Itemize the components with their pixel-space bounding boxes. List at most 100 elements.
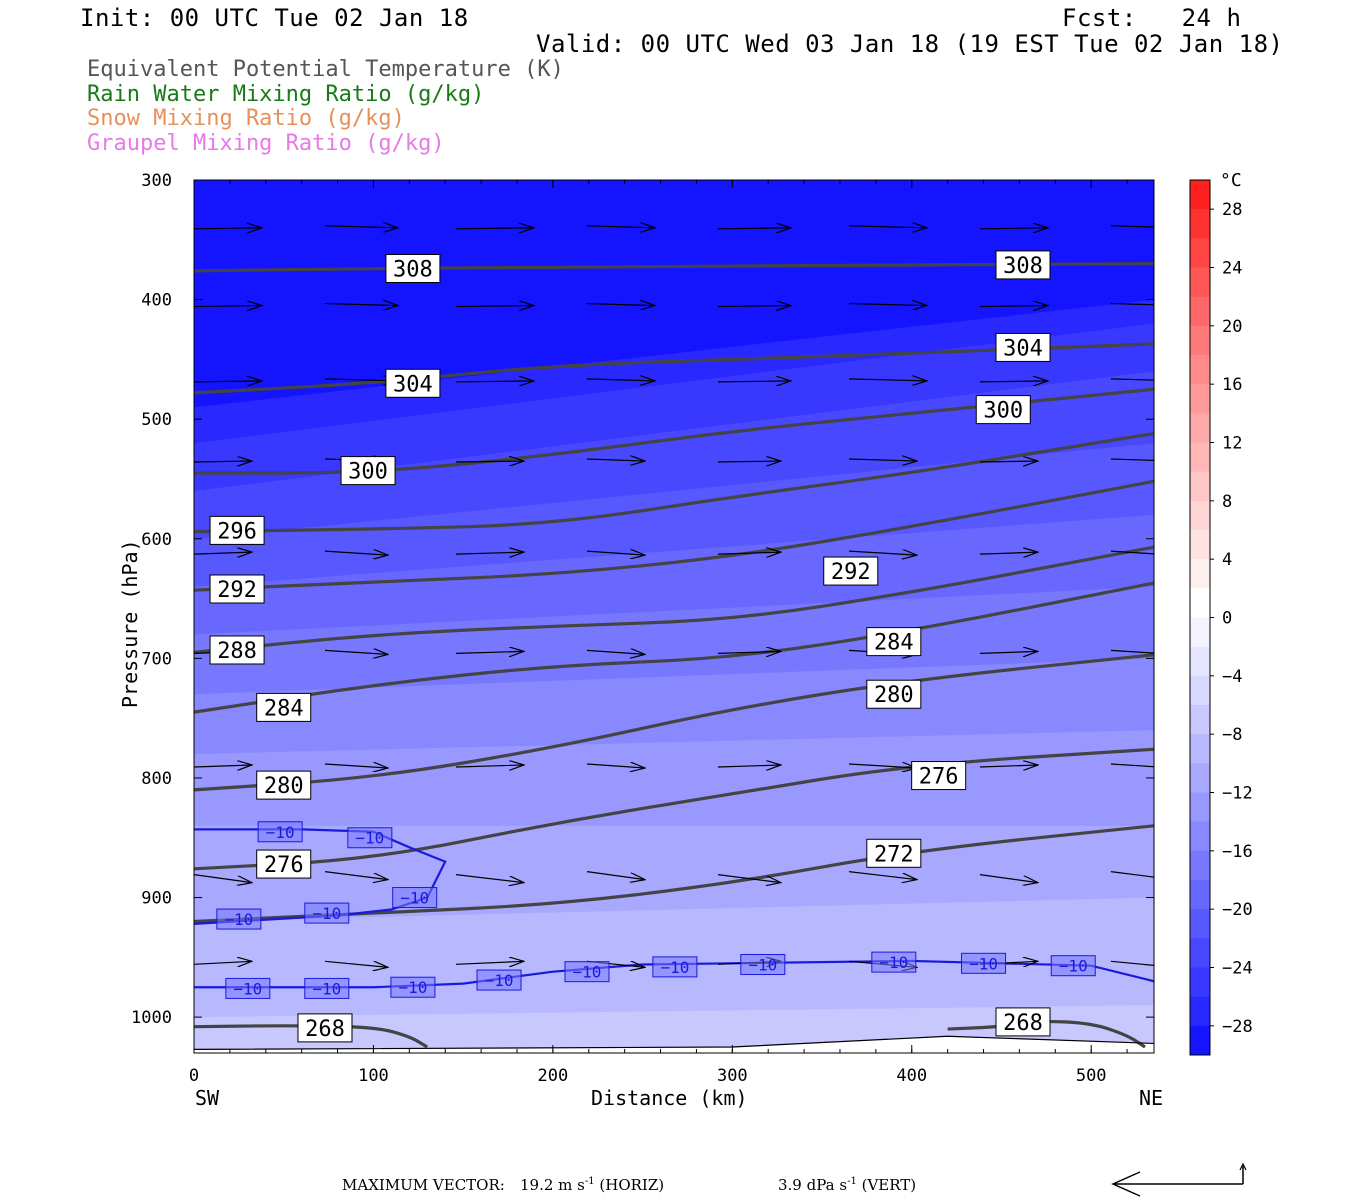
legend-graupel: Graupel Mixing Ratio (g/kg) xyxy=(87,131,445,156)
x-tick-label: 200 xyxy=(538,1066,569,1086)
wind-vector xyxy=(1110,302,1154,306)
wind-vector xyxy=(586,871,645,880)
theta-e-line xyxy=(194,431,1154,534)
x-tick-label: 0 xyxy=(189,1066,199,1086)
wind-vector xyxy=(455,228,534,229)
theta-e-label: 272 xyxy=(874,842,914,867)
wind-vector xyxy=(979,552,1038,554)
isotherm-label-box xyxy=(304,902,350,924)
wind-vector xyxy=(717,306,791,307)
theta-e-label-box xyxy=(866,679,922,709)
wind-vector xyxy=(586,226,655,228)
wind-vector xyxy=(1110,960,1154,967)
theta-e-label-box xyxy=(995,250,1051,280)
wind-vector xyxy=(717,874,781,883)
wind-vector xyxy=(324,960,388,967)
colorbar-tick-label: 24 xyxy=(1222,259,1242,279)
theta-e-label: 276 xyxy=(264,853,304,878)
colorbar-tick-label: −12 xyxy=(1222,784,1253,804)
colorbar-tick-label: 16 xyxy=(1222,375,1242,395)
isotherm-label: −10 xyxy=(312,979,341,998)
x-tick-label: 400 xyxy=(896,1066,927,1086)
valid-time: Valid: 00 UTC Wed 03 Jan 18 (19 EST Tue … xyxy=(536,30,1284,58)
theta-e-label-box xyxy=(975,395,1031,425)
theta-e-label-box xyxy=(340,456,396,486)
surface-line xyxy=(194,1035,1154,1051)
colorbar-band xyxy=(1190,996,1210,1027)
wind-vector xyxy=(586,304,655,306)
wind-vector xyxy=(455,461,524,462)
wind-vector xyxy=(979,874,1038,883)
theta-e-label: 292 xyxy=(217,578,257,603)
colorbar-band xyxy=(1190,267,1210,298)
isotherm-label: −10 xyxy=(660,958,689,977)
theta-e-label-box xyxy=(209,635,265,665)
theta-e-label: 300 xyxy=(983,399,1023,424)
colorbar-band xyxy=(1190,238,1210,268)
wind-vector xyxy=(324,226,398,228)
wind-vector xyxy=(717,651,781,653)
theta-e-line xyxy=(194,1024,429,1049)
theta-e-label: 308 xyxy=(1003,254,1043,279)
theta-e-label-box xyxy=(823,556,879,586)
isotherm-label-box xyxy=(257,821,303,843)
theta-e-label-box xyxy=(209,515,265,545)
y-tick-label: 400 xyxy=(141,291,172,311)
theta-e-label: 304 xyxy=(393,372,433,397)
colorbar-band xyxy=(1190,559,1210,589)
wind-vector xyxy=(324,650,388,654)
x-axis-title: Distance (km) xyxy=(591,1086,748,1110)
colorbar-tick-label: 20 xyxy=(1222,317,1242,337)
wind-vector xyxy=(979,306,1048,307)
wind-vector xyxy=(194,765,252,767)
colorbar-band xyxy=(1190,442,1210,473)
theta-e-label-box xyxy=(256,692,312,722)
legend-rain: Rain Water Mixing Ratio (g/kg) xyxy=(87,82,485,107)
colorbar-tick-label: −20 xyxy=(1222,900,1253,920)
isotherm-label-box xyxy=(652,956,698,978)
y-tick-label: 500 xyxy=(141,410,172,430)
isotherm-label: −10 xyxy=(224,910,253,929)
theta-e-label-box xyxy=(256,849,312,879)
colorbar-band xyxy=(1190,617,1210,648)
colorbar-band xyxy=(1190,1025,1210,1056)
isotherm-line xyxy=(194,828,447,925)
colorbar-tick-label: −24 xyxy=(1222,959,1253,979)
x-left-label: SW xyxy=(195,1086,220,1110)
y-tick-label: 800 xyxy=(141,769,172,789)
axes: 300 400 500 600 700 800 900 1000 0 100 200 300 400 50… xyxy=(131,171,1154,1086)
horiz-vector-value: 19.2 m s-1 (HORIZ) xyxy=(520,1176,665,1194)
colorbar-band xyxy=(1190,850,1210,881)
colorbar-band xyxy=(1190,384,1210,414)
wind-vector xyxy=(586,764,645,768)
colorbar-band xyxy=(1190,180,1210,210)
colorbar-band xyxy=(1190,938,1210,968)
wind-vector xyxy=(586,551,645,555)
theta-e-label: 308 xyxy=(393,257,433,282)
wind-vector xyxy=(1110,225,1154,228)
wind-vector xyxy=(194,228,262,229)
wind-vector xyxy=(717,228,791,229)
wind-vector xyxy=(586,650,645,654)
theta-e-label: 296 xyxy=(217,519,257,544)
isotherm-label: −10 xyxy=(969,954,998,973)
theta-e-label: 284 xyxy=(874,631,914,656)
colorbar-band xyxy=(1190,500,1210,531)
theta-e-label-box xyxy=(297,1013,353,1043)
colorbar-band xyxy=(1190,209,1210,239)
theta-e-label: 280 xyxy=(874,683,914,708)
wind-vector xyxy=(1110,871,1154,878)
wind-vector xyxy=(848,379,927,381)
colorbar-band xyxy=(1190,530,1210,560)
colorbar: 28 24 20 16 12 8 4 0 −4 −8 −12 −16 −20 −24 −28 xyxy=(1189,179,1253,1056)
colorbar-band xyxy=(1190,675,1210,706)
colorbar-unit: °C xyxy=(1220,170,1242,191)
isotherm-label: −10 xyxy=(748,956,777,975)
wind-vector xyxy=(979,381,1048,382)
theta-e-line xyxy=(194,545,1154,654)
wind-vector xyxy=(455,552,524,554)
theta-e-label: 292 xyxy=(831,560,871,585)
isotherm-label-box xyxy=(476,969,522,991)
isotherm-label-box xyxy=(304,977,350,999)
